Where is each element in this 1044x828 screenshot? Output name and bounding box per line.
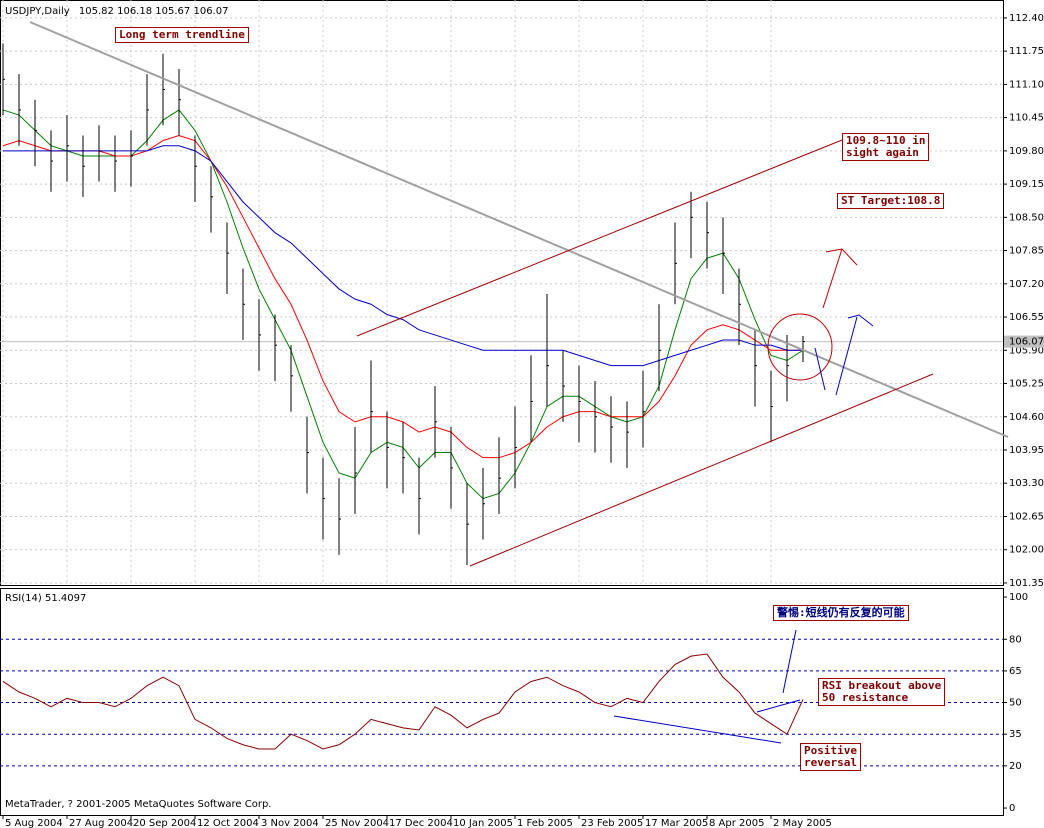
footer: MetaTrader, ? 2001-2005 MetaQuotes Softw… <box>5 799 271 810</box>
y-tick-label: 105.90 <box>1009 345 1044 356</box>
high: 106.18 <box>117 6 152 17</box>
channel-upper <box>356 139 843 337</box>
y-tick-label: 109.15 <box>1009 179 1044 190</box>
annotation-line: sight again <box>846 146 919 159</box>
y-tick-label: 20 <box>1009 761 1022 772</box>
annotation: ST Target:108.8 <box>837 193 945 209</box>
y-tick-label: 65 <box>1009 666 1022 677</box>
open: 105.82 <box>79 6 114 17</box>
x-tick-label: 10 Jan 2005 <box>453 818 513 828</box>
x-tick-label: 12 Oct 2004 <box>197 818 259 828</box>
y-tick-label: 107.20 <box>1009 279 1044 290</box>
y-tick-label: 103.95 <box>1009 445 1044 456</box>
channel-lower <box>469 373 934 567</box>
symbol: USDJPY,Daily <box>5 6 70 17</box>
y-tick-label: 101.35 <box>1009 578 1044 589</box>
y-tick-label: 105.25 <box>1009 379 1044 390</box>
annotation: Positive reversal <box>800 743 861 771</box>
annotation: RSI breakout above 50 resistance <box>818 678 946 706</box>
annotation-line: 109.8~110 in <box>846 134 926 147</box>
x-tick-label: 3 Nov 2004 <box>261 818 319 828</box>
x-tick-label: 23 Feb 2005 <box>581 818 643 828</box>
y-tick-label: 106.55 <box>1009 312 1044 323</box>
indicator: RSI(14) <box>5 593 42 604</box>
y-tick-label: 110.45 <box>1009 113 1044 124</box>
x-tick-label: 8 Apr 2005 <box>709 818 764 828</box>
rsi-breakout-line <box>756 699 801 713</box>
y-tick-label: 108.50 <box>1009 212 1044 223</box>
x-tick-label: 17 Dec 2004 <box>389 818 453 828</box>
x-tick-label: 17 Mar 2005 <box>645 818 708 828</box>
annotation-line: reversal <box>804 756 857 769</box>
long-term-trendline <box>29 21 1009 438</box>
y-tick-label: 103.30 <box>1009 478 1044 489</box>
price-title: USDJPY,Daily 105.82 106.18 105.67 106.07 <box>5 6 228 17</box>
red-arrow <box>822 248 858 309</box>
x-tick-label: 1 Feb 2005 <box>517 818 573 828</box>
y-tick-label: 104.60 <box>1009 412 1044 423</box>
annotation-line: 警惕:短线仍有反复的可能 <box>777 606 905 619</box>
y-tick-label: 111.75 <box>1009 46 1044 57</box>
drawings <box>29 21 1009 744</box>
rsi-title: RSI(14) 51.4097 <box>5 593 86 604</box>
rsi-pointer <box>782 629 797 694</box>
annotation-line: ST Target:108.8 <box>841 194 941 207</box>
y-tick-label: 109.80 <box>1009 146 1044 157</box>
data <box>2 43 805 750</box>
x-tick-label: 2 May 2005 <box>773 818 832 828</box>
rsi-value: 51.4097 <box>45 593 86 604</box>
annotation-line: 50 resistance <box>822 691 909 704</box>
moving-average <box>3 145 803 367</box>
y-tick-label: 102.00 <box>1009 545 1044 556</box>
price-label-bg <box>1004 335 1044 348</box>
blue-arrow <box>835 314 874 396</box>
x-tick-label: 5 Aug 2004 <box>5 818 63 828</box>
annotation: 109.8~110 in sight again <box>842 133 930 161</box>
annotation-line: RSI breakout above <box>822 679 942 692</box>
annotation-line: Positive <box>804 744 857 757</box>
y-tick-label: 100 <box>1009 592 1028 603</box>
x-tick-label: 20 Sep 2004 <box>133 818 196 828</box>
circle-highlight <box>767 313 833 381</box>
y-tick-label: 107.85 <box>1009 246 1044 257</box>
annotation: 警惕:短线仍有反复的可能 <box>773 605 909 621</box>
y-tick-label: 0 <box>1009 803 1015 814</box>
blue-dip <box>814 347 826 391</box>
y-tick-label: 35 <box>1009 729 1022 740</box>
y-tick-label: 80 <box>1009 634 1022 645</box>
y-tick-label: 112.40 <box>1009 13 1044 24</box>
annotation-line: Long term trendline <box>119 28 245 41</box>
close: 106.07 <box>193 6 228 17</box>
rsi-divergence-line <box>613 715 782 744</box>
rsi-line <box>2 653 804 750</box>
low: 105.67 <box>155 6 190 17</box>
y-tick-label: 102.65 <box>1009 511 1044 522</box>
price-panel <box>0 0 1004 586</box>
y-tick-label: 50 <box>1009 698 1022 709</box>
x-tick-label: 27 Aug 2004 <box>69 818 133 828</box>
price-label: 106.07 <box>1009 337 1044 348</box>
y-tick-label: 111.10 <box>1009 79 1044 90</box>
annotation: Long term trendline <box>115 27 249 43</box>
x-tick-label: 25 Nov 2004 <box>325 818 389 828</box>
